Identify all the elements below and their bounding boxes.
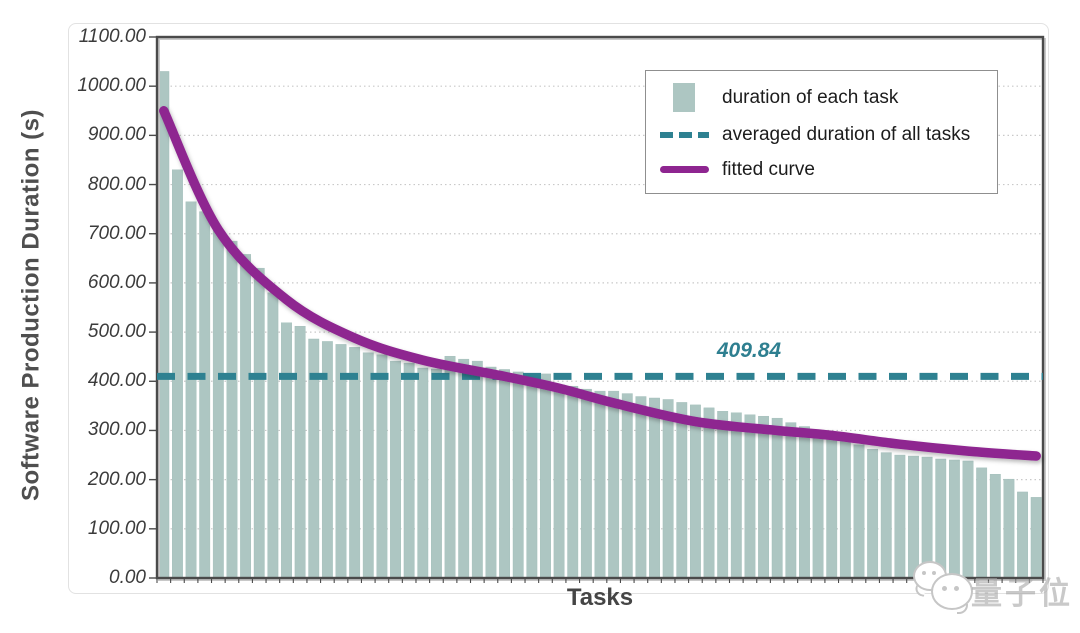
bar: [349, 347, 361, 579]
bar: [526, 374, 538, 579]
bar: [826, 435, 838, 579]
plot-border-shadow: [158, 38, 1046, 581]
y-tick-label: 900.00: [87, 124, 146, 146]
dashed-line-swatch: [659, 132, 709, 139]
wechat-icon: [931, 573, 973, 610]
bar: [799, 426, 810, 579]
bar: [594, 390, 606, 579]
bar: [185, 201, 197, 579]
axis-ticks: [149, 36, 1044, 583]
bar: [485, 366, 497, 579]
bar: [649, 397, 660, 579]
legend: duration of each task averaged duration …: [645, 70, 998, 194]
bar: [730, 412, 742, 579]
bar: [785, 422, 797, 579]
bar: [471, 360, 483, 579]
legend-label: averaged duration of all tasks: [722, 124, 971, 146]
bar: [608, 390, 620, 579]
bar: [853, 444, 865, 579]
plot-border: [155, 35, 1046, 581]
y-tick-label: 1000.00: [77, 75, 146, 97]
bar: [267, 292, 279, 579]
plot-border: [155, 35, 1045, 580]
fitted-curve-path: [159, 106, 1041, 461]
average-value-label: 409.84: [716, 339, 782, 362]
bar: [253, 267, 265, 579]
legend-item-average: averaged duration of all tasks: [646, 124, 997, 146]
bar: [567, 385, 579, 579]
bar: [512, 371, 524, 579]
bar: [158, 71, 170, 579]
bar: [676, 402, 688, 579]
bar: [839, 439, 851, 579]
bar: [403, 362, 415, 579]
bar-swatch: [673, 83, 695, 113]
watermark-text: 量子位: [971, 576, 1073, 611]
y-tick-label: 0.00: [109, 567, 146, 588]
bar: [281, 322, 292, 579]
bar: [812, 430, 824, 579]
legend-item-curve: fitted curve: [646, 159, 997, 181]
bar: [390, 360, 401, 579]
bar: [771, 417, 783, 579]
bar: [212, 229, 224, 579]
wechat-icon: [957, 604, 968, 614]
legend-label: duration of each task: [722, 86, 899, 108]
y-tick-label: 300.00: [87, 419, 146, 441]
bar: [717, 411, 729, 579]
y-axis-title: Software Production Duration (s): [17, 109, 45, 502]
watermark: 量子位: [905, 556, 1075, 616]
bar: [690, 404, 701, 579]
y-tick-label: 500.00: [87, 321, 146, 343]
y-tick-label: 200.00: [87, 468, 146, 490]
y-tick-label: 800.00: [87, 173, 146, 195]
solid-line-swatch: [659, 166, 709, 174]
bar: [444, 355, 456, 579]
y-tick-label: 400.00: [87, 370, 146, 392]
bar-series: [158, 71, 1042, 579]
bar: [240, 254, 252, 579]
bar: [662, 399, 674, 579]
bar: [880, 452, 892, 579]
y-tick-label: 100.00: [87, 517, 146, 539]
bar: [431, 368, 442, 579]
legend-label: fitted curve: [722, 158, 815, 180]
y-tick-label: 700.00: [87, 222, 146, 244]
bar: [621, 393, 633, 579]
bar: [499, 369, 510, 579]
bar: [867, 448, 879, 579]
bar: [894, 454, 906, 579]
legend-item-bars: duration of each task: [646, 83, 997, 113]
bar: [635, 396, 647, 579]
bar: [362, 352, 374, 579]
bar: [199, 211, 211, 579]
fitted-curve-line: [159, 106, 1041, 461]
bar: [294, 325, 306, 579]
bar: [458, 358, 470, 579]
bar: [758, 415, 769, 579]
y-tick-label: 1100.00: [78, 26, 146, 47]
bar: [744, 414, 756, 579]
bar: [580, 388, 592, 579]
bar: [226, 240, 238, 579]
bar: [540, 373, 551, 579]
bar: [417, 367, 429, 579]
bar: [703, 407, 715, 579]
bar: [376, 354, 388, 579]
bar: [553, 384, 565, 579]
x-axis-title: Tasks: [566, 584, 634, 611]
y-tick-label: 600.00: [87, 271, 146, 293]
